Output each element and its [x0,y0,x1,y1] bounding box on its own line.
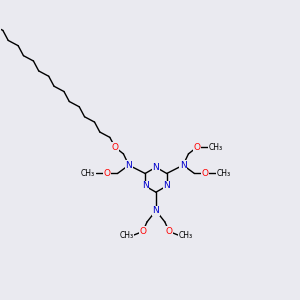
Text: O: O [140,227,146,236]
Text: CH₃: CH₃ [81,169,95,178]
Text: O: O [103,169,111,178]
Text: N: N [180,161,187,170]
Text: CH₃: CH₃ [217,169,231,178]
Text: O: O [166,227,172,236]
Text: N: N [142,182,148,190]
Text: O: O [193,143,200,152]
Text: N: N [153,206,159,215]
Text: CH₃: CH₃ [178,230,193,239]
Text: N: N [164,182,170,190]
Text: CH₃: CH₃ [209,143,223,152]
Text: N: N [153,163,159,172]
Text: O: O [112,143,118,152]
Text: O: O [201,169,208,178]
Text: N: N [125,161,132,170]
Text: CH₃: CH₃ [119,230,134,239]
